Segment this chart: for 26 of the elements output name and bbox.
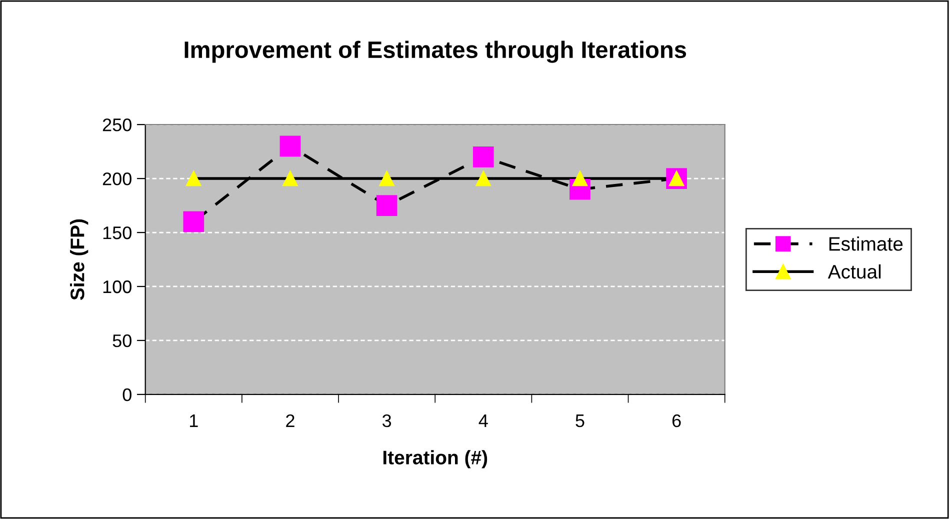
point bbox=[376, 195, 398, 216]
chart-title: Improvement of Estimates through Iterations bbox=[184, 40, 686, 63]
x-tick-label: 2 bbox=[286, 414, 294, 427]
y-tick-label: 150 bbox=[103, 226, 132, 240]
legend-label: Estimate bbox=[829, 236, 903, 251]
y-axis-title: Size (FP) bbox=[70, 219, 88, 300]
legend-label: Actual bbox=[828, 264, 881, 279]
point bbox=[572, 170, 588, 186]
y-tick-label: 50 bbox=[112, 334, 132, 348]
x-tick-label: 3 bbox=[382, 414, 392, 428]
point bbox=[186, 170, 202, 186]
x-tick-label: 5 bbox=[576, 414, 584, 428]
y-tick-label: 0 bbox=[122, 388, 132, 402]
x-axis-title: Iteration (#) bbox=[383, 450, 488, 468]
point bbox=[282, 170, 298, 186]
x-tick-label: 6 bbox=[672, 414, 681, 428]
point bbox=[476, 170, 492, 186]
point bbox=[280, 136, 301, 157]
y-tick-label: 200 bbox=[102, 172, 132, 186]
y-tick-label: 250 bbox=[102, 118, 132, 132]
point bbox=[183, 211, 204, 232]
point bbox=[379, 170, 394, 186]
point bbox=[472, 146, 494, 168]
x-tick-label: 1 bbox=[190, 414, 198, 427]
y-tick-label: 100 bbox=[103, 280, 132, 294]
x-tick-label: 4 bbox=[478, 414, 488, 427]
